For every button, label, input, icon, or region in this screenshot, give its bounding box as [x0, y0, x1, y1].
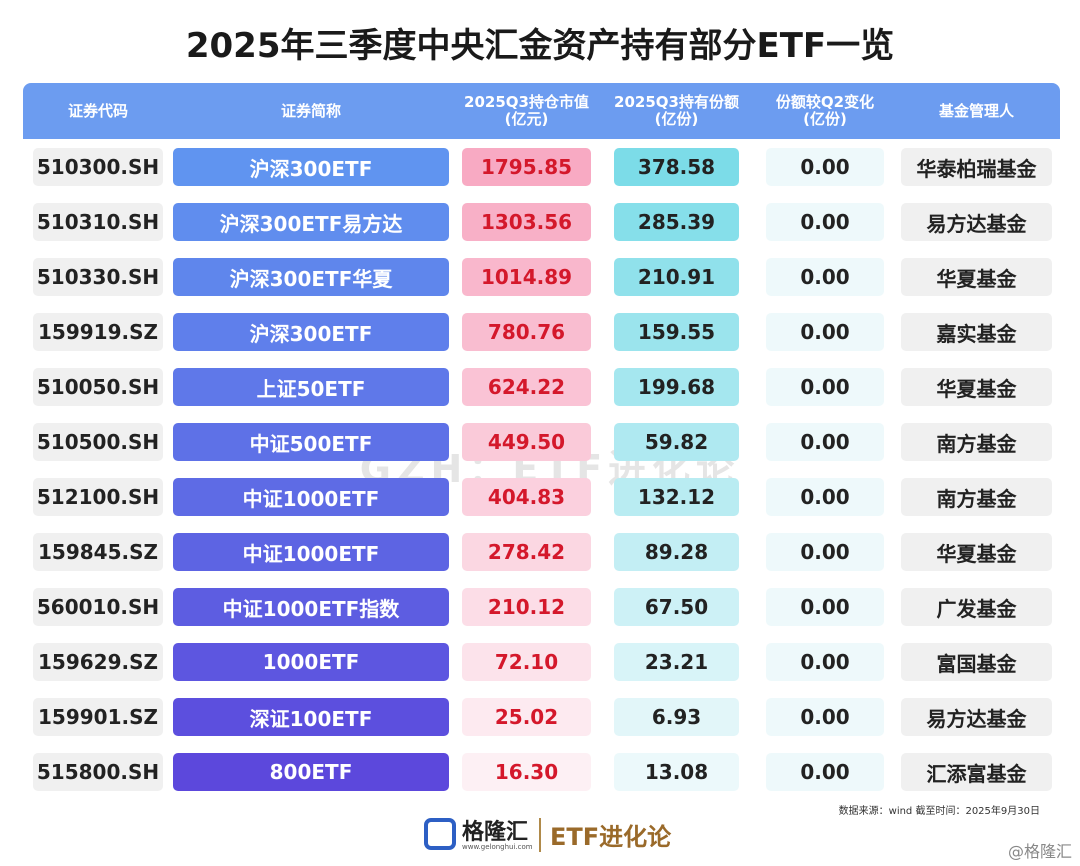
market-value: 624.22	[462, 368, 591, 406]
fund-manager: 嘉实基金	[901, 313, 1052, 351]
security-code: 159845.SZ	[33, 533, 163, 571]
market-value: 1303.56	[462, 203, 591, 241]
header-line: 证券简称	[280, 101, 341, 120]
shares: 23.21	[614, 643, 739, 681]
shares: 59.82	[614, 423, 739, 461]
security-code: 515800.SH	[33, 753, 163, 791]
market-value: 25.02	[462, 698, 591, 736]
logo-text: 格隆汇	[462, 820, 529, 845]
fund-manager: 华夏基金	[901, 368, 1052, 406]
security-name: 沪深300ETF	[173, 313, 449, 351]
security-name: 上证50ETF	[173, 368, 449, 406]
share-change: 0.00	[766, 313, 884, 351]
security-name: 中证500ETF	[173, 423, 449, 461]
share-change: 0.00	[766, 368, 884, 406]
share-change: 0.00	[766, 698, 884, 736]
fund-manager: 富国基金	[901, 643, 1052, 681]
fund-manager: 易方达基金	[901, 698, 1052, 736]
fund-manager: 易方达基金	[901, 203, 1052, 241]
security-name: 中证1000ETF指数	[173, 588, 449, 626]
header-line: (亿份)	[803, 110, 847, 128]
column-header: 证券代码	[33, 83, 163, 139]
security-code: 159919.SZ	[33, 313, 163, 351]
share-change: 0.00	[766, 203, 884, 241]
shares: 132.12	[614, 478, 739, 516]
security-name: 1000ETF	[173, 643, 449, 681]
security-code: 512100.SH	[33, 478, 163, 516]
market-value: 210.12	[462, 588, 591, 626]
fund-manager: 华泰柏瑞基金	[901, 148, 1052, 186]
security-name: 沪深300ETF	[173, 148, 449, 186]
security-code: 510050.SH	[33, 368, 163, 406]
market-value: 1795.85	[462, 148, 591, 186]
market-value: 780.76	[462, 313, 591, 351]
share-change: 0.00	[766, 478, 884, 516]
shares: 199.68	[614, 368, 739, 406]
fund-manager: 南方基金	[901, 423, 1052, 461]
column-header: 份额较Q2变化 (亿份)	[766, 83, 884, 139]
column-header: 2025Q3持仓市值 (亿元)	[462, 83, 591, 139]
market-value: 278.42	[462, 533, 591, 571]
fund-manager: 汇添富基金	[901, 753, 1052, 791]
security-name: 深证100ETF	[173, 698, 449, 736]
header-bar	[23, 83, 1060, 139]
security-name: 沪深300ETF易方达	[173, 203, 449, 241]
column-header: 基金管理人	[901, 83, 1052, 139]
column-header: 2025Q3持有份额 (亿份)	[614, 83, 739, 139]
shares: 6.93	[614, 698, 739, 736]
fund-manager: 广发基金	[901, 588, 1052, 626]
header-line: 基金管理人	[938, 101, 1014, 120]
security-code: 560010.SH	[33, 588, 163, 626]
security-name: 中证1000ETF	[173, 533, 449, 571]
security-code: 159629.SZ	[33, 643, 163, 681]
logo-url: www.gelonghui.com	[462, 843, 533, 851]
fund-manager: 南方基金	[901, 478, 1052, 516]
column-header: 证券简称	[173, 83, 449, 139]
share-change: 0.00	[766, 643, 884, 681]
market-value: 449.50	[462, 423, 591, 461]
security-name: 中证1000ETF	[173, 478, 449, 516]
shares: 67.50	[614, 588, 739, 626]
share-change: 0.00	[766, 258, 884, 296]
security-name: 800ETF	[173, 753, 449, 791]
security-code: 510500.SH	[33, 423, 163, 461]
share-change: 0.00	[766, 423, 884, 461]
security-code: 159901.SZ	[33, 698, 163, 736]
header-line: 2025Q3持仓市值	[464, 93, 589, 111]
header-line: 证券代码	[67, 101, 128, 120]
security-code: 510310.SH	[33, 203, 163, 241]
divider	[539, 818, 541, 852]
market-value: 404.83	[462, 478, 591, 516]
header-line: 2025Q3持有份额	[614, 93, 739, 111]
title: 2025年三季度中央汇金资产持有部分ETF一览	[185, 25, 895, 66]
shares: 13.08	[614, 753, 739, 791]
fund-manager: 华夏基金	[901, 258, 1052, 296]
shares: 210.91	[614, 258, 739, 296]
market-value: 72.10	[462, 643, 591, 681]
shares: 378.58	[614, 148, 739, 186]
brand: ETF进化论	[550, 822, 672, 851]
share-change: 0.00	[766, 588, 884, 626]
security-name: 沪深300ETF华夏	[173, 258, 449, 296]
shares: 285.39	[614, 203, 739, 241]
shares: 159.55	[614, 313, 739, 351]
corner-mark: @格隆汇	[1007, 842, 1072, 861]
header-line: (亿元)	[504, 110, 549, 128]
header-line: 份额较Q2变化	[775, 93, 875, 111]
source-note: 数据来源：wind 截至时间：2025年9月30日	[838, 805, 1040, 817]
header-line: (亿份)	[654, 110, 699, 128]
share-change: 0.00	[766, 148, 884, 186]
logo-icon	[424, 818, 456, 850]
security-code: 510300.SH	[33, 148, 163, 186]
market-value: 16.30	[462, 753, 591, 791]
security-code: 510330.SH	[33, 258, 163, 296]
shares: 89.28	[614, 533, 739, 571]
share-change: 0.00	[766, 753, 884, 791]
share-change: 0.00	[766, 533, 884, 571]
fund-manager: 华夏基金	[901, 533, 1052, 571]
market-value: 1014.89	[462, 258, 591, 296]
